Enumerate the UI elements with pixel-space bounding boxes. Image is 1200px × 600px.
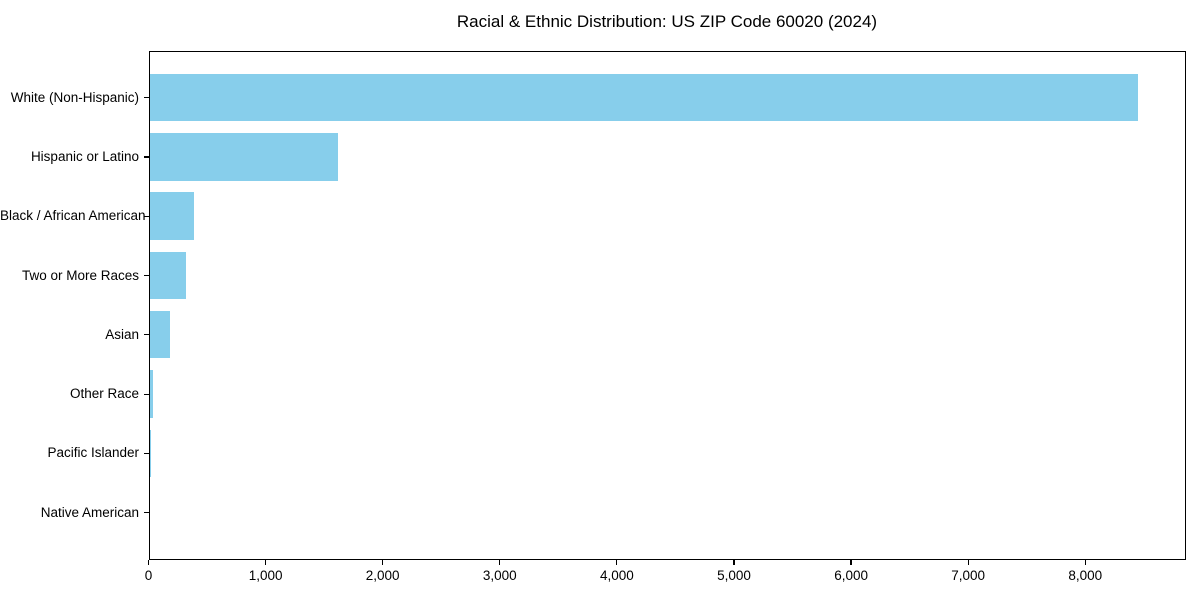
y-tick-mark — [143, 334, 149, 336]
x-tick-label: 7,000 — [951, 567, 986, 583]
x-tick-mark — [1084, 559, 1086, 565]
x-tick-mark — [147, 559, 150, 565]
x-tick-mark — [733, 559, 735, 565]
x-tick-label: 6,000 — [834, 567, 868, 583]
plot-area — [148, 51, 1186, 560]
y-tick-label: Native American — [40, 504, 139, 520]
bar — [149, 192, 194, 240]
x-tick-label: 2,000 — [365, 567, 400, 583]
x-tick-label: 3,000 — [482, 567, 517, 583]
y-tick-mark — [143, 275, 149, 277]
x-tick-mark — [967, 559, 969, 565]
x-tick-mark — [382, 559, 384, 565]
y-tick-mark — [143, 393, 149, 395]
bar — [149, 251, 186, 300]
y-tick-label: Pacific Islander — [47, 445, 139, 461]
y-tick-mark — [143, 452, 149, 454]
bar — [149, 73, 1138, 122]
x-tick-label: 4,000 — [599, 567, 634, 583]
x-tick-mark — [850, 559, 852, 565]
y-tick-label: Two or More Races — [21, 267, 139, 283]
x-tick-label: 5,000 — [717, 567, 751, 583]
x-tick-label: 0 — [144, 567, 153, 583]
x-tick-mark — [499, 559, 501, 565]
y-tick-mark — [143, 215, 149, 217]
bar — [149, 310, 170, 359]
y-tick-label: Other Race — [69, 386, 139, 402]
x-tick-label: 1,000 — [248, 567, 283, 583]
chart-title: Racial & Ethnic Distribution: US ZIP Cod… — [456, 12, 878, 31]
bar — [149, 370, 153, 418]
bar — [149, 133, 339, 181]
y-tick-mark — [143, 156, 149, 158]
y-tick-label: White (Non-Hispanic) — [10, 89, 139, 105]
y-tick-label: Hispanic or Latino — [30, 149, 139, 165]
y-tick-label: Asian — [105, 326, 139, 342]
y-tick-label: Black / African American — [0, 208, 146, 224]
x-tick-label: 8,000 — [1068, 567, 1103, 583]
x-tick-mark — [264, 559, 267, 565]
y-tick-mark — [143, 97, 149, 99]
y-tick-mark — [143, 512, 149, 514]
x-tick-mark — [616, 559, 618, 565]
